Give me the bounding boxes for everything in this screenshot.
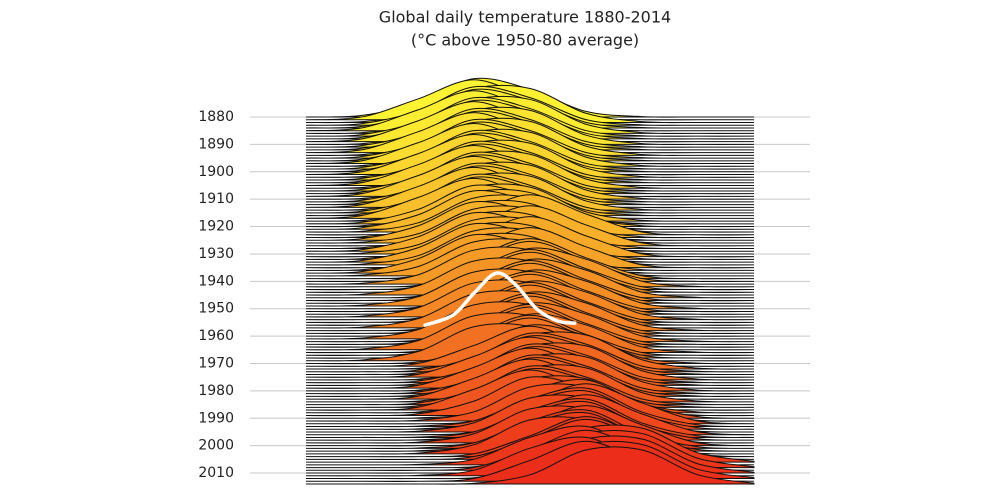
reference-curve (423, 271, 577, 327)
ridge (305, 446, 755, 485)
ridges (305, 77, 755, 485)
y-tick-label: 2000 (198, 438, 234, 454)
y-tick-label: 1980 (198, 383, 234, 399)
y-tick-label: 1910 (198, 191, 234, 207)
y-tick-label: 1900 (198, 164, 234, 180)
y-tick-label: 1960 (198, 328, 234, 344)
y-tick-label: 1930 (198, 246, 234, 262)
y-tick-label: 1950 (198, 301, 234, 317)
y-tick-label: 1920 (198, 219, 234, 235)
y-tick-label: 2010 (198, 465, 234, 481)
y-tick-label: 1970 (198, 355, 234, 371)
y-tick-label: 1890 (198, 136, 234, 152)
y-tick-label: 1940 (198, 273, 234, 289)
chart-title: Global daily temperature 1880-2014 (379, 8, 671, 27)
y-tick-label: 1880 (198, 109, 234, 125)
y-axis: 1880 1890 1900 1910 1920 1930 1940 1950 1960 1970… (198, 109, 234, 481)
y-tick-label: 1990 (198, 410, 234, 426)
chart-subtitle: (°C above 1950-80 average) (411, 31, 639, 50)
